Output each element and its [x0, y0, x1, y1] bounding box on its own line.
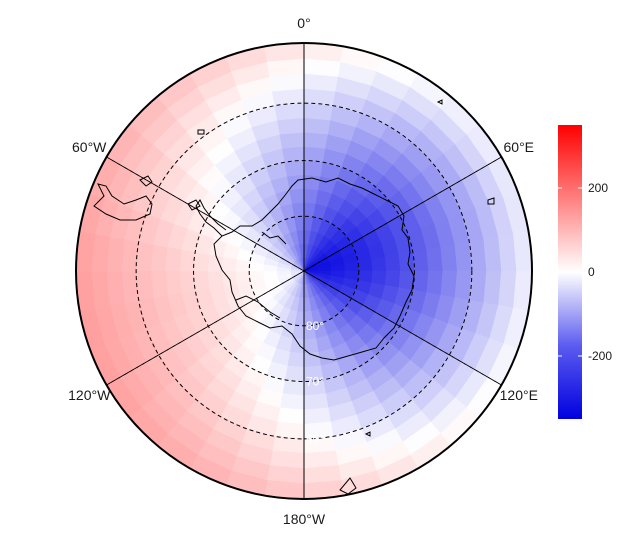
raster-cell	[274, 421, 305, 440]
raster-cell	[279, 131, 305, 149]
latitude-circle	[135, 102, 473, 440]
raster-cell	[193, 251, 210, 272]
raster-cell	[357, 258, 373, 272]
raster-cell	[282, 379, 305, 396]
raster-cell	[412, 270, 429, 293]
raster-cell	[426, 270, 444, 296]
longitude-labels: 0° 60°E 120°E 180°W 120°W 60°W	[68, 15, 538, 527]
raster-cell	[303, 393, 329, 411]
latitude-label: 80°	[306, 319, 324, 333]
map-outline	[75, 42, 533, 500]
island-bottom	[364, 431, 371, 437]
raster-cell	[440, 270, 458, 298]
longitude-label: 180°W	[283, 511, 326, 527]
kerguelen	[487, 197, 495, 205]
ice-shelf-line	[261, 231, 287, 245]
raster-cell	[384, 253, 401, 272]
raster-cell	[135, 270, 154, 301]
raster-cell	[398, 251, 415, 272]
raster-cell	[284, 365, 305, 382]
raster-cell	[193, 270, 210, 291]
raster-cell	[291, 202, 305, 218]
small-island	[197, 129, 205, 135]
raster-cell	[289, 188, 305, 204]
longitude-label: 120°W	[68, 387, 111, 403]
raster-cell	[279, 393, 305, 411]
raster-cell	[303, 174, 322, 191]
south-america-tip	[93, 183, 153, 221]
meridian-line	[106, 156, 502, 386]
longitude-label: 60°E	[504, 139, 535, 155]
raster-cell	[454, 241, 473, 272]
raster-cell	[284, 160, 305, 177]
raster-cell	[277, 117, 305, 135]
colorbar-tick-label: 0	[588, 265, 595, 279]
antarctica-coastline	[213, 177, 415, 361]
latitude-label: 60°	[306, 432, 324, 446]
raster-cell	[207, 270, 224, 289]
raster-cell	[303, 117, 331, 135]
raster-cell	[135, 241, 154, 272]
colorbar: 200 0 -200	[558, 125, 612, 419]
raster-cell	[76, 270, 95, 311]
south-georgia	[187, 199, 201, 211]
raster-cell	[371, 256, 387, 272]
raster-cell	[513, 231, 532, 272]
longitude-label: 120°E	[500, 387, 538, 403]
longitude-label: 0°	[297, 15, 310, 31]
raster-cell	[282, 146, 305, 163]
raster-cell	[179, 249, 196, 272]
raster-cell	[207, 253, 224, 272]
raster-cell	[150, 270, 168, 298]
raster-cell	[164, 246, 182, 272]
raster-cell	[303, 160, 324, 177]
latitude-label: 70°	[306, 374, 324, 388]
raster-cell	[303, 102, 334, 121]
raster-cell	[264, 43, 305, 62]
raster-cell	[426, 246, 444, 272]
graticule	[106, 43, 502, 499]
raster-cell	[274, 102, 305, 121]
raster-cell	[303, 131, 329, 149]
ice-shelf-line-2	[235, 295, 281, 319]
raster-cell	[303, 407, 331, 425]
new-zealand-tip	[339, 477, 357, 495]
raster-cell	[303, 146, 326, 163]
raster-cell	[286, 351, 305, 368]
raster-cell	[384, 270, 401, 289]
raster-cell	[150, 244, 168, 272]
raster-cell	[164, 270, 182, 296]
island-right	[436, 99, 443, 105]
raster-cell	[277, 407, 305, 425]
raster-cell	[303, 480, 344, 499]
coastline	[93, 99, 495, 495]
field-raster	[76, 43, 532, 499]
colorbar-tick-label: 200	[588, 181, 608, 195]
colorbar-tick-label: -200	[588, 349, 612, 363]
colorbar-ticks: 200 0 -200	[558, 181, 612, 363]
raster-cell	[179, 270, 196, 293]
latitude-labels: 80° 70° 60°	[306, 319, 324, 446]
raster-cell	[235, 270, 251, 284]
raster-cell	[412, 249, 429, 272]
longitude-label: 60°W	[72, 139, 107, 155]
raster-cell	[454, 270, 473, 301]
raster-cell	[440, 244, 458, 272]
falklands	[139, 175, 153, 187]
